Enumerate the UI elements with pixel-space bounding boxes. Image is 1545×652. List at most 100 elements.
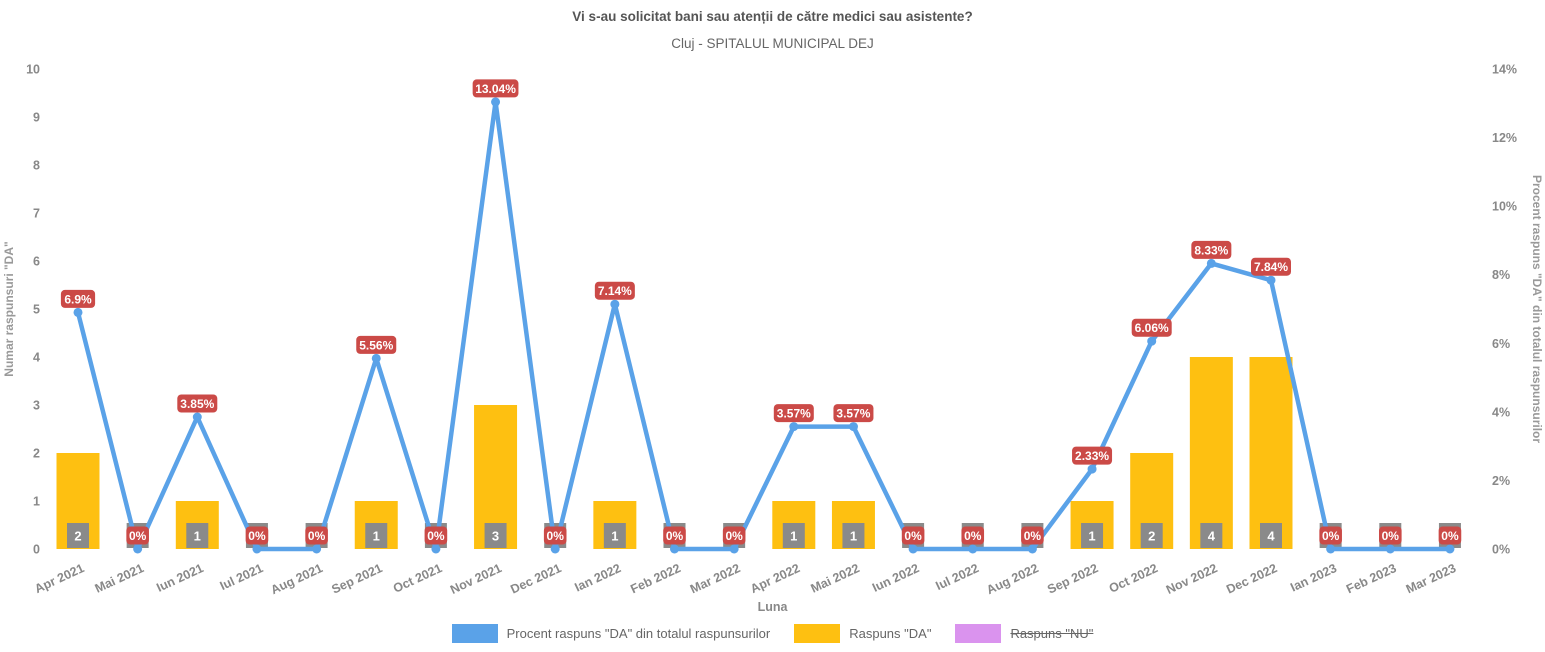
percent-line bbox=[75, 99, 1450, 552]
line-point[interactable] bbox=[1445, 544, 1455, 554]
line-point[interactable] bbox=[73, 307, 83, 317]
bar-value-label-box bbox=[603, 523, 626, 548]
line-point[interactable] bbox=[1385, 544, 1395, 554]
percent-badge-label: 0% bbox=[427, 529, 445, 543]
percent-badge bbox=[126, 526, 149, 545]
percent-badge bbox=[1379, 526, 1402, 545]
percent-badge-label: 3.85% bbox=[180, 397, 214, 411]
x-axis-tick: Apr 2022 bbox=[748, 561, 802, 596]
bar-value-label-box bbox=[1260, 523, 1282, 548]
x-axis-tick: Ian 2023 bbox=[1288, 561, 1339, 595]
bar-value-label-box bbox=[1140, 523, 1163, 548]
bar-raspuns-da[interactable] bbox=[1189, 357, 1233, 549]
x-axis-tick: Aug 2021 bbox=[269, 561, 325, 597]
line-point[interactable] bbox=[1266, 275, 1276, 285]
x-axis-tick: Feb 2023 bbox=[1344, 561, 1398, 596]
percent-badge bbox=[594, 281, 635, 300]
legend-swatch-line-icon bbox=[451, 624, 498, 643]
right-axis-tick: 4% bbox=[1492, 405, 1510, 419]
bar-value-label-box bbox=[842, 523, 865, 548]
line-point[interactable] bbox=[491, 97, 501, 107]
x-axis-tick: Nov 2022 bbox=[1164, 561, 1220, 597]
percent-badge bbox=[356, 335, 397, 354]
x-axis-title: Luna bbox=[757, 600, 788, 614]
x-axis-tick: Apr 2021 bbox=[32, 561, 86, 596]
x-axis-tick: Mai 2021 bbox=[93, 561, 146, 596]
line-point[interactable] bbox=[1027, 544, 1037, 554]
line-point[interactable] bbox=[789, 422, 799, 432]
percent-badge-label: 0% bbox=[1441, 529, 1459, 543]
percent-badge bbox=[1131, 318, 1172, 337]
right-axis-tick: 8% bbox=[1492, 268, 1510, 282]
left-axis-tick: 3 bbox=[33, 399, 40, 413]
percent-badge bbox=[60, 289, 96, 308]
x-axis-tick: Sep 2021 bbox=[329, 561, 384, 597]
bar-value-label-box bbox=[186, 523, 209, 548]
line-point[interactable] bbox=[1206, 258, 1216, 268]
x-axis-tick: Iun 2022 bbox=[870, 561, 921, 595]
percent-badge-label: 7.84% bbox=[1254, 260, 1288, 274]
bar-value-label: 1 bbox=[611, 529, 618, 544]
legend: Procent raspuns "DA" din totalul raspuns… bbox=[0, 624, 1545, 643]
percent-badge-label: 6.06% bbox=[1135, 321, 1169, 335]
percent-badge-label: 0% bbox=[725, 529, 743, 543]
left-axis-tick: 7 bbox=[33, 207, 40, 221]
percent-badge-label: 0% bbox=[1382, 529, 1400, 543]
percent-badge-label: 2.33% bbox=[1075, 449, 1109, 463]
bar-value-label: 1 bbox=[194, 529, 201, 544]
percent-badge-label: 0% bbox=[666, 529, 684, 543]
bar-value-label: 1 bbox=[373, 529, 380, 544]
line-point[interactable] bbox=[192, 412, 202, 422]
legend-item-raspuns-da[interactable]: Raspuns "DA" bbox=[794, 624, 931, 643]
bar-value-label-box bbox=[782, 523, 805, 548]
bar-value-label-box bbox=[1200, 523, 1223, 548]
x-axis-tick: Sep 2022 bbox=[1045, 561, 1100, 597]
percent-badge bbox=[1438, 526, 1462, 545]
x-axis-tick: Oct 2022 bbox=[1107, 561, 1160, 596]
line-point[interactable] bbox=[848, 422, 858, 432]
left-axis-tick: 8 bbox=[33, 159, 40, 173]
legend-item-procent-da[interactable]: Procent raspuns "DA" din totalul raspuns… bbox=[451, 624, 770, 643]
bar-value-label-box bbox=[484, 523, 507, 548]
x-axis-tick: Mar 2022 bbox=[688, 561, 742, 596]
x-axis-tick: Dec 2021 bbox=[508, 561, 563, 597]
percent-badge bbox=[773, 404, 814, 423]
line-point[interactable] bbox=[133, 544, 143, 554]
x-axis-tick: Iul 2021 bbox=[218, 561, 266, 593]
percent-badge-label: 0% bbox=[1322, 529, 1340, 543]
line-point[interactable] bbox=[371, 353, 381, 363]
line-point[interactable] bbox=[908, 544, 918, 554]
right-axis-tick: 14% bbox=[1492, 63, 1517, 77]
line-point[interactable] bbox=[610, 299, 620, 309]
line-point[interactable] bbox=[968, 544, 978, 554]
legend-label: Raspuns "NU" bbox=[1010, 626, 1094, 641]
line-point[interactable] bbox=[1087, 464, 1097, 474]
right-axis-title: Procent raspuns "DA" din totalul raspuns… bbox=[1530, 175, 1544, 443]
percent-badge-label: 7.14% bbox=[598, 284, 632, 298]
bar-value-label: 4 bbox=[1267, 529, 1275, 544]
bar-value-label: 4 bbox=[1208, 529, 1216, 544]
percent-badge bbox=[1319, 526, 1342, 545]
bar-value-label: 2 bbox=[1148, 529, 1155, 544]
legend-item-raspuns-nu[interactable]: Raspuns "NU" bbox=[955, 624, 1093, 643]
percent-badge-label: 0% bbox=[964, 529, 982, 543]
percent-badge bbox=[722, 526, 746, 545]
chart-subtitle: Cluj - SPITALUL MUNICIPAL DEJ bbox=[671, 36, 874, 51]
bar-raspuns-da[interactable] bbox=[1249, 357, 1293, 549]
line-point[interactable] bbox=[312, 544, 322, 554]
x-axis-tick: Nov 2021 bbox=[448, 561, 504, 597]
line-point[interactable] bbox=[252, 544, 262, 554]
line-point[interactable] bbox=[431, 544, 441, 554]
line-point[interactable] bbox=[1147, 336, 1157, 346]
line-point[interactable] bbox=[1326, 544, 1336, 554]
left-axis-tick: 2 bbox=[33, 447, 40, 461]
line-point[interactable] bbox=[550, 544, 560, 554]
percent-badge bbox=[833, 404, 874, 423]
line-point[interactable] bbox=[729, 544, 739, 554]
right-axis-tick: 12% bbox=[1492, 131, 1517, 145]
percent-badge bbox=[1021, 526, 1044, 545]
x-axis-tick: Iul 2022 bbox=[934, 561, 982, 593]
line-point[interactable] bbox=[670, 544, 679, 554]
